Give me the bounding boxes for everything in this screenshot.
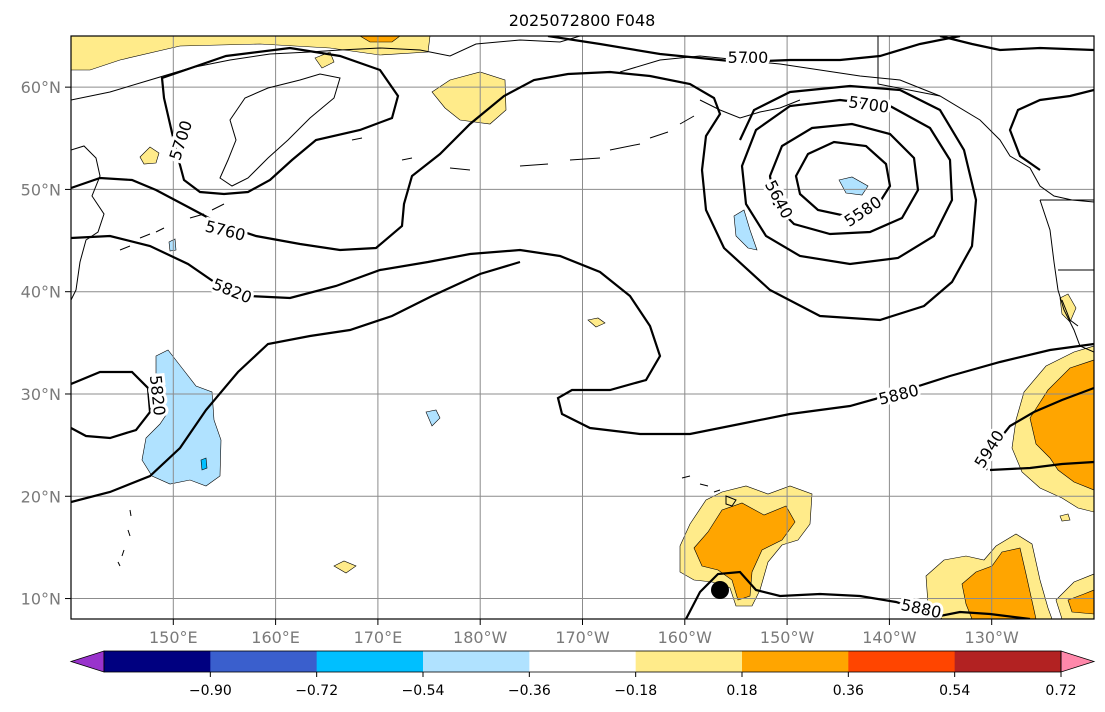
lat-tick-label: 60°N: [21, 78, 61, 97]
positive-anomaly-area: [1059, 513, 1071, 522]
lon-tick-label: 160°E: [251, 628, 300, 647]
colorbar-outline: [103, 650, 1062, 673]
lon-tick-label: 160°W: [658, 628, 713, 647]
positive-anomaly-area: [71, 36, 431, 71]
colorbar-segment: [742, 651, 849, 672]
positive-anomaly-area: [961, 547, 1037, 619]
contour-line-5760: [71, 70, 978, 322]
contour-line-5640: [740, 98, 954, 266]
positive-anomaly-area: [587, 317, 606, 328]
negative-anomaly-area: [838, 176, 869, 196]
colorbar-tick-label: −0.54: [402, 683, 445, 699]
negative-anomaly-area: [141, 349, 222, 487]
coastline-siberia: [71, 36, 581, 101]
coastline-marianas: [117, 509, 132, 567]
colorbar-segment: [316, 651, 424, 672]
lon-tick-label: 150°E: [149, 628, 198, 647]
contour-line-5700: [160, 46, 400, 196]
coastline-north-america: [1039, 199, 1094, 353]
colorbar-tick-label: −0.72: [295, 683, 338, 699]
lon-tick-label: 130°W: [965, 628, 1020, 647]
contour-line-5820-left: [71, 370, 152, 440]
lon-tick-label: 180°W: [453, 628, 508, 647]
coastline-baja: [1061, 299, 1079, 327]
colorbar-tick-label: −0.18: [614, 683, 657, 699]
negative-anomaly-area: [425, 409, 441, 427]
contour-line-5700: [547, 36, 961, 64]
colorbar-segment: [104, 651, 211, 672]
contour-line-5700-ring: [1008, 88, 1094, 171]
coastline-hawaii: [681, 475, 737, 507]
positive-anomaly-area: [1067, 589, 1094, 615]
colorbar-segment: [210, 651, 318, 672]
coastline-aleutians: [351, 115, 695, 171]
lat-tick-label: 30°N: [21, 385, 61, 404]
colorbar-tick-label: 0.54: [939, 683, 970, 699]
positive-anomaly-area: [139, 146, 160, 165]
negative-anomaly-area: [733, 209, 758, 251]
colorbar-extend-low: [69, 650, 105, 673]
contour-line-5940: [984, 386, 1094, 471]
coastlines: [71, 36, 1094, 567]
coastline-alaska-peninsula: [699, 99, 801, 119]
latitude-labels: 60°N 50°N 40°N 30°N 20°N 10°N: [21, 78, 71, 609]
graticule: [71, 36, 1094, 619]
figure-title: 2025072800 F048: [509, 11, 656, 30]
colorbar-segment: [423, 651, 530, 672]
lon-tick-label: 150°W: [760, 628, 815, 647]
colorbar-tick-label: 0.18: [726, 683, 757, 699]
contour-line-5820: [71, 234, 1094, 436]
positive-anomaly-area: [1029, 359, 1094, 491]
contour-line-5580: [794, 140, 892, 218]
colorbar-tick-label: 0.36: [833, 683, 864, 699]
colorbar-segment: [848, 651, 956, 672]
lat-tick-label: 10°N: [21, 590, 61, 609]
height-contours: [71, 36, 1094, 619]
lat-tick-label: 50°N: [21, 180, 61, 199]
positive-anomaly-area: [1059, 293, 1077, 323]
coastline-kurils: [119, 203, 225, 251]
colorbar: −0.90 −0.72 −0.54 −0.36 −0.18 0.18 0.36 0.54 0.7…: [69, 650, 1096, 699]
lon-tick-label: 170°W: [555, 628, 610, 647]
colorbar-tick-label: 0.72: [1045, 683, 1076, 699]
contour-line-5700-low: [939, 36, 1094, 52]
contour-line-5640-inner: [768, 122, 920, 236]
lat-tick-label: 40°N: [21, 283, 61, 302]
longitude-labels: 150°E 160°E 170°E 180°W 170°W 160°W 150°W 140°W…: [149, 619, 1019, 647]
border-alaska-canada: [877, 36, 941, 97]
colorbar-segment: [954, 651, 1062, 672]
colorbar-segment: [635, 651, 743, 672]
positive-anomaly-area: [333, 560, 357, 574]
contour-line-5880: [71, 260, 521, 504]
negative-anomaly-area: [200, 457, 208, 471]
colorbar-segment: [529, 651, 637, 672]
lon-tick-label: 170°E: [354, 628, 403, 647]
contour-line-5940-lower: [989, 460, 1094, 472]
lat-tick-label: 20°N: [21, 487, 61, 506]
colorbar-tick-label: −0.90: [189, 683, 232, 699]
contour-line-5880-south: [685, 570, 1031, 619]
map-panel: 5700 5700 5700 5760 5820 5820 5640 5580 …: [70, 35, 1095, 620]
storm-position-marker: [711, 581, 729, 599]
anomaly-shading: [71, 36, 1094, 619]
lon-tick-label: 140°W: [862, 628, 917, 647]
colorbar-tick-label: −0.36: [508, 683, 551, 699]
coastline-kamchatka: [219, 73, 341, 187]
positive-anomaly-area: [359, 36, 401, 43]
contour-label: 5700: [728, 48, 769, 67]
colorbar-extend-high: [1060, 650, 1096, 673]
coastline-asia: [71, 145, 105, 301]
